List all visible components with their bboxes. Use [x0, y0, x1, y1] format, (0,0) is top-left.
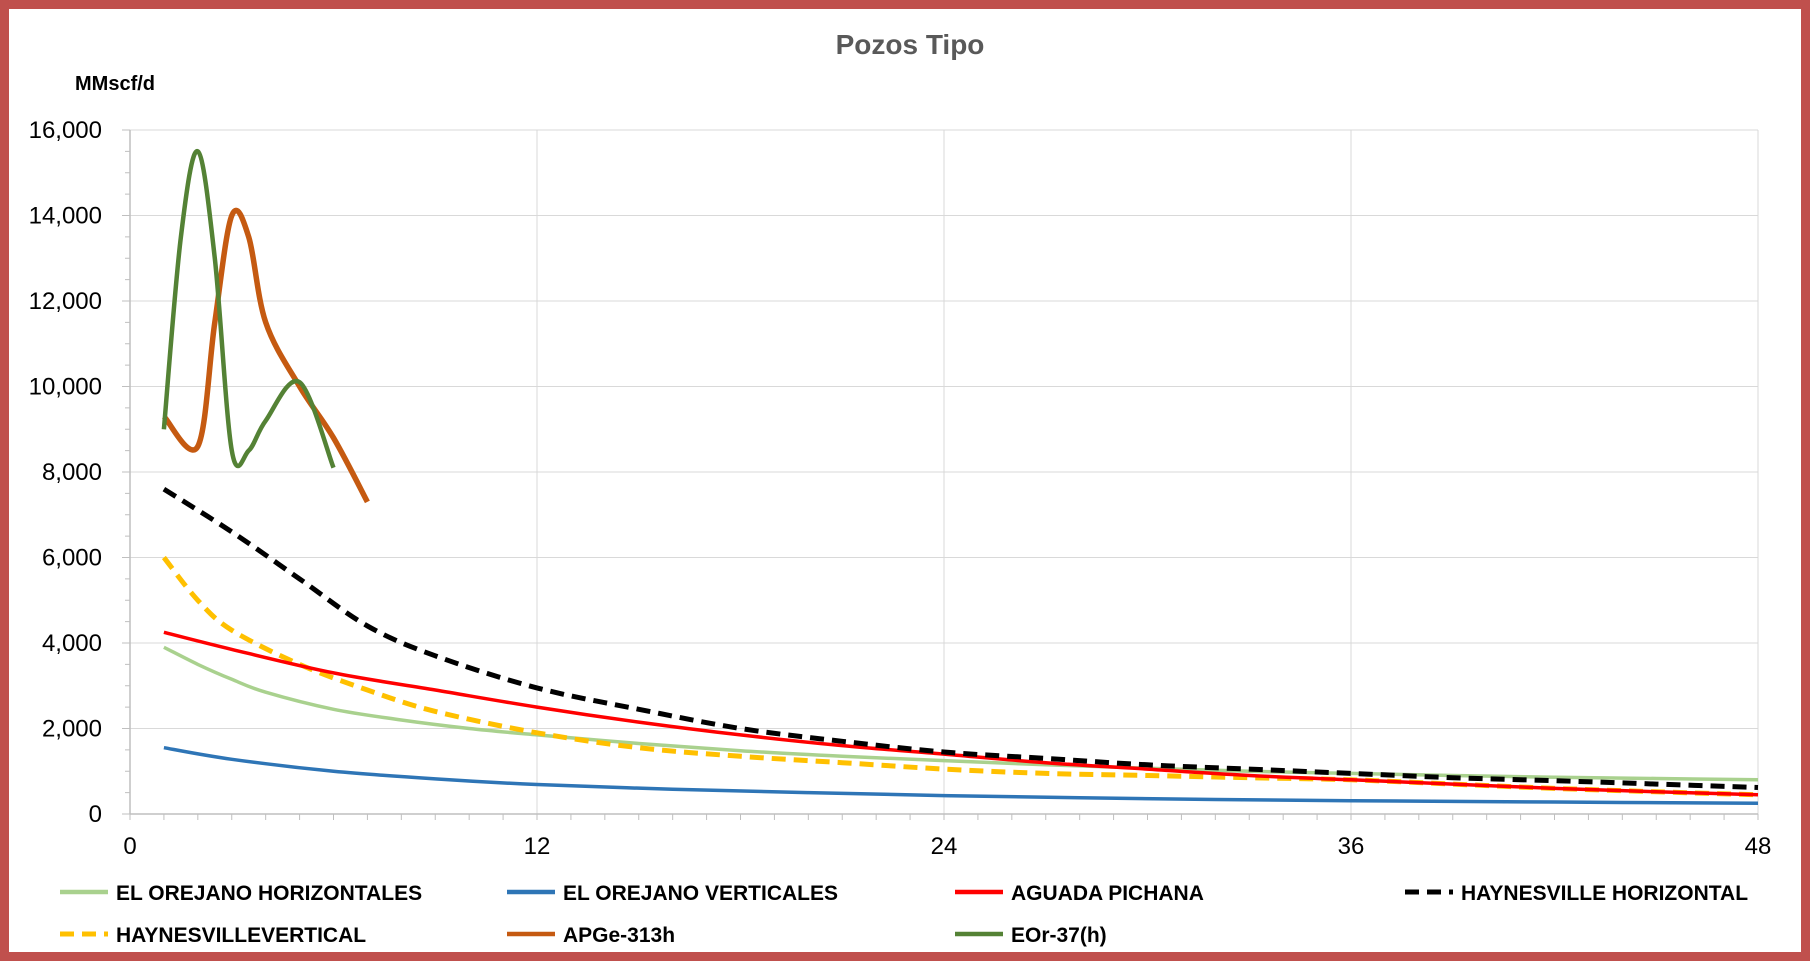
- legend-item: APGe-313h: [507, 924, 675, 947]
- legend-label: EOr-37(h): [1011, 924, 1107, 947]
- y-tick-label: 16,000: [29, 117, 102, 144]
- x-tick-label: 36: [1338, 833, 1365, 860]
- y-tick-label: 14,000: [29, 203, 102, 230]
- legend-item: AGUADA PICHANA: [955, 882, 1204, 905]
- y-tick-label: 4,000: [42, 630, 102, 657]
- y-tick-label: 10,000: [29, 374, 102, 401]
- x-tick-label: 48: [1745, 833, 1772, 860]
- x-tick-label: 12: [524, 833, 551, 860]
- legend-item: EL OREJANO HORIZONTALES: [60, 882, 422, 905]
- series-line-haynesville-horizontal: [162, 486, 1759, 790]
- y-tick-label: 8,000: [42, 459, 102, 486]
- series-line-el-orejano-horizontales: [163, 645, 1759, 782]
- legend: EL OREJANO HORIZONTALES EL OREJANO VERTIC…: [60, 882, 1748, 947]
- x-tick-label: 0: [123, 833, 136, 860]
- legend-label: EL OREJANO VERTICALES: [563, 882, 838, 905]
- legend-label: HAYNESVILLEVERTICAL: [116, 924, 366, 947]
- legend-item: HAYNESVILLE HORIZONTAL: [1405, 882, 1748, 905]
- grid-lines: [130, 129, 1759, 814]
- legend-label: EL OREJANO HORIZONTALES: [116, 882, 422, 905]
- y-tick-label: 0: [89, 801, 102, 828]
- axes: [122, 129, 1759, 820]
- y-tick-label: 6,000: [42, 545, 102, 572]
- series-line-el-orejano-verticales: [163, 745, 1759, 806]
- tick-labels: 0 2,000 4,000 6,000 8,000 10,000 12,000 14,000 1…: [29, 117, 1772, 860]
- legend-item: HAYNESVILLEVERTICAL: [60, 924, 366, 947]
- x-tick-label: 24: [931, 833, 958, 860]
- legend-label: AGUADA PICHANA: [1011, 882, 1204, 905]
- series-lines: [161, 149, 1759, 806]
- y-axis-unit-label: MMscf/d: [75, 73, 155, 95]
- legend-item: EL OREJANO VERTICALES: [507, 882, 838, 905]
- y-tick-label: 2,000: [42, 716, 102, 743]
- series-line-apge-313h: [161, 207, 370, 504]
- series-line-haynesvillevertical: [161, 555, 1759, 798]
- series-line-eor-37-h: [161, 149, 336, 469]
- chart-title: Pozos Tipo: [836, 29, 985, 60]
- legend-label: HAYNESVILLE HORIZONTAL: [1461, 882, 1748, 905]
- legend-item: EOr-37(h): [955, 924, 1107, 947]
- y-tick-label: 12,000: [29, 288, 102, 315]
- legend-label: APGe-313h: [563, 924, 675, 947]
